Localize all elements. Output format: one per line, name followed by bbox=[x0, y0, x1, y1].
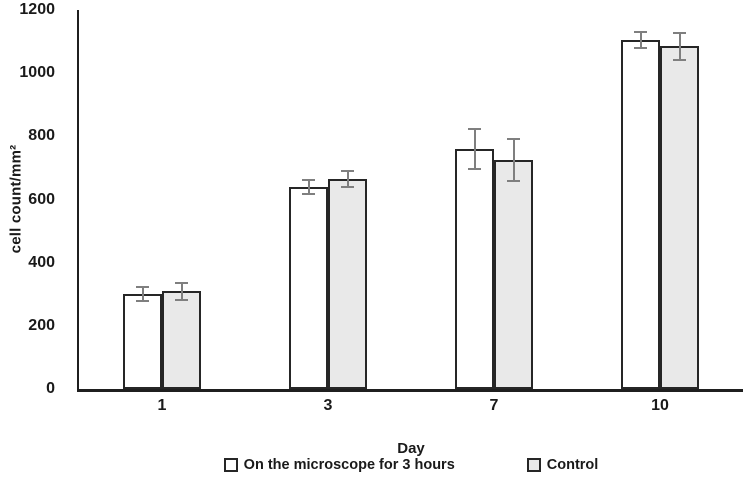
error-bar-line bbox=[141, 288, 144, 301]
error-bar-line bbox=[473, 130, 476, 168]
y-tick-label: 600 bbox=[28, 190, 55, 208]
y-tick-label: 0 bbox=[46, 380, 55, 397]
error-bar bbox=[634, 30, 647, 50]
bar-control-day-1 bbox=[162, 291, 201, 389]
bar-microscope-day-10 bbox=[621, 40, 660, 389]
error-bar bbox=[507, 137, 520, 183]
error-bar-line bbox=[512, 139, 515, 181]
legend-label-control: Control bbox=[546, 457, 599, 473]
x-tick-label: 7 bbox=[489, 397, 499, 414]
bars-layer bbox=[79, 10, 743, 389]
y-tick-label: 800 bbox=[28, 127, 55, 145]
error-bar bbox=[673, 32, 686, 61]
x-axis-title: Day bbox=[397, 440, 425, 457]
error-bar bbox=[468, 128, 481, 170]
error-bar-line bbox=[639, 32, 642, 48]
x-tick-label: 1 bbox=[157, 397, 167, 414]
bar-control-day-7 bbox=[494, 160, 533, 389]
x-tick-label: 3 bbox=[323, 397, 333, 414]
error-bar bbox=[341, 169, 354, 189]
bar-microscope-day-3 bbox=[289, 186, 328, 389]
bar-microscope-day-1 bbox=[123, 294, 162, 389]
y-tick-label: 200 bbox=[28, 316, 55, 334]
y-tick-label: 1000 bbox=[19, 64, 55, 82]
x-axis-tick-labels: 1 3 7 10 bbox=[79, 397, 743, 417]
legend-marker-control-icon bbox=[526, 458, 541, 472]
legend-label-microscope: On the microscope for 3 hours bbox=[243, 457, 455, 473]
error-bar-line bbox=[346, 171, 349, 187]
legend-marker-microscope-icon bbox=[223, 458, 238, 472]
legend-item-control: Control bbox=[526, 457, 599, 473]
error-bar bbox=[302, 178, 315, 195]
bar-control-day-10 bbox=[660, 46, 699, 389]
error-bar bbox=[175, 281, 188, 301]
legend: On the microscope for 3 hours Control bbox=[79, 457, 743, 473]
error-bar-line bbox=[180, 283, 183, 299]
plot-area bbox=[77, 10, 743, 392]
error-bar-line bbox=[678, 34, 681, 59]
y-axis-tick-labels: 0 200 400 600 800 1000 1200 bbox=[0, 1, 55, 397]
error-bar bbox=[136, 286, 149, 303]
bar-control-day-3 bbox=[328, 178, 367, 389]
y-tick-label: 1200 bbox=[19, 1, 55, 18]
y-tick-label: 400 bbox=[28, 253, 55, 271]
error-bar-line bbox=[307, 180, 310, 193]
legend-item-microscope: On the microscope for 3 hours bbox=[223, 457, 455, 473]
x-tick-label: 10 bbox=[651, 397, 669, 414]
bar-microscope-day-7 bbox=[455, 148, 494, 389]
